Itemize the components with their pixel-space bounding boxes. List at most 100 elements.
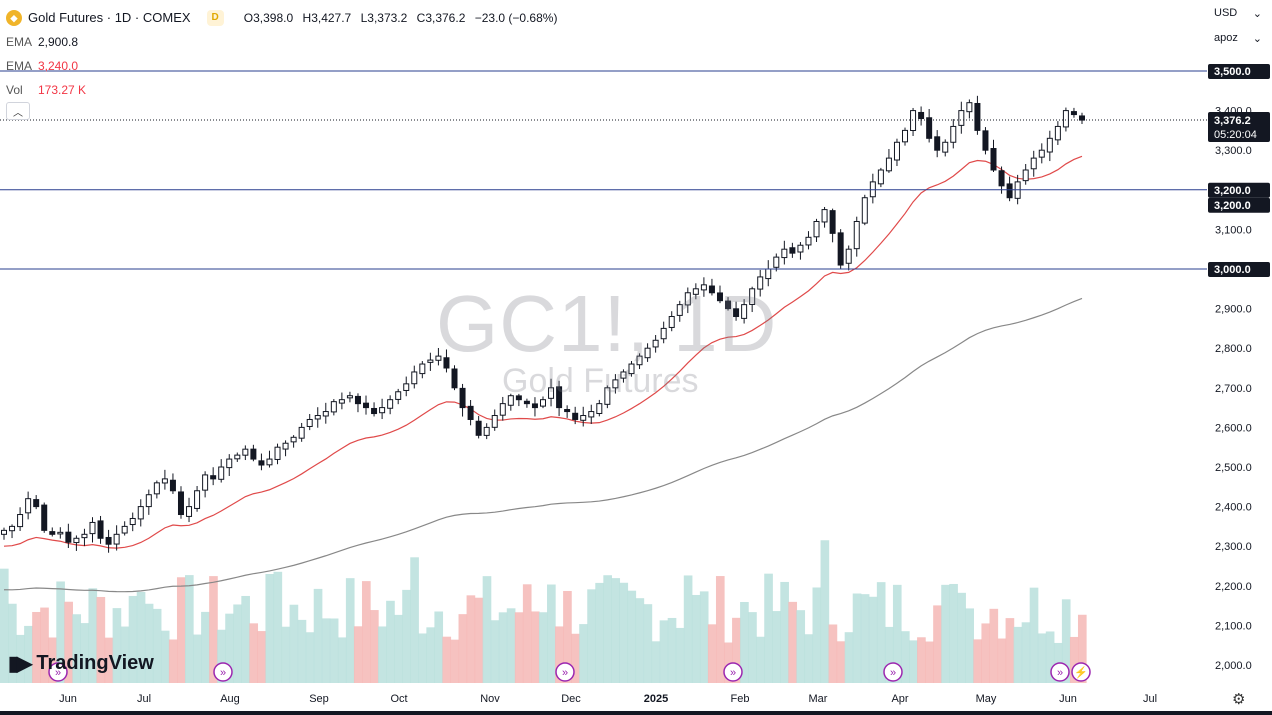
- scale-mode-dropdown[interactable]: apoz ⌄: [1210, 29, 1266, 48]
- volume-bar: [1045, 631, 1055, 683]
- candle-up: [186, 506, 193, 517]
- candle-up: [483, 426, 490, 436]
- tradingview-logo[interactable]: ▮▶ TradingView: [8, 651, 154, 676]
- candle-down: [105, 536, 112, 545]
- ohlc-high-value: 3,427.7: [311, 11, 352, 25]
- symbol-title[interactable]: Gold Futures · 1D · COMEX: [28, 10, 191, 25]
- volume-bar: [313, 588, 323, 683]
- time-axis-tick-label: Apr: [891, 693, 908, 705]
- event-marker: [1050, 662, 1070, 682]
- volume-bar: [120, 626, 130, 683]
- volume-bar: [643, 604, 653, 683]
- volume-bar: [378, 626, 387, 683]
- candle-down: [716, 292, 723, 302]
- candle-up: [1062, 110, 1069, 128]
- volume-bar: [104, 637, 114, 683]
- candle-up: [491, 415, 498, 428]
- candle-up: [1054, 125, 1061, 141]
- volume-bar: [273, 571, 283, 683]
- symbol-row: ◆ Gold Futures · 1D · COMEX D O3,398.0 H…: [6, 6, 563, 30]
- candle-down: [926, 117, 933, 139]
- candle-down: [531, 403, 538, 409]
- candle-up: [548, 387, 555, 399]
- volume-bar: [450, 639, 460, 683]
- delayed-badge[interactable]: D: [206, 10, 224, 26]
- volume-bar: [651, 641, 661, 683]
- candle-up: [290, 436, 297, 443]
- volume-bar: [506, 608, 516, 683]
- candle-up: [950, 125, 957, 143]
- volume-bar: [426, 627, 435, 683]
- indicator-row-ema-1[interactable]: EMA 2,900.8: [6, 30, 563, 54]
- candle-down: [733, 308, 740, 318]
- level-label-3200-b-bg: [1208, 197, 1270, 213]
- volume-bar: [796, 610, 806, 683]
- volume-bar: [458, 614, 468, 683]
- volume-bar: [748, 612, 757, 683]
- candle-up: [628, 363, 635, 375]
- collapse-legend-button[interactable]: ︿: [6, 102, 30, 120]
- candle-up: [226, 458, 233, 469]
- last-price-label-bg: [1208, 112, 1270, 143]
- indicator-row-volume[interactable]: Vol 173.27 K: [6, 78, 563, 102]
- candle-down: [1079, 115, 1085, 121]
- volume-bar: [72, 614, 82, 683]
- volume-bar: [386, 600, 395, 683]
- candle-up: [1030, 157, 1037, 170]
- candle-up: [660, 327, 667, 340]
- time-axis-tick-label: Nov: [480, 693, 500, 705]
- candle-down: [97, 520, 104, 539]
- volume-bar: [402, 589, 411, 683]
- volume-bar: [160, 630, 170, 683]
- time-axis-tick-label: Feb: [731, 693, 750, 705]
- candle-up: [893, 141, 900, 161]
- tradingview-logo-icon: ▮▶: [8, 653, 32, 675]
- volume-bar: [675, 627, 685, 683]
- candle-down: [250, 448, 257, 460]
- price-axis-tick-label: 2,200.0: [1215, 581, 1252, 593]
- candle-up: [338, 399, 345, 404]
- indicator-row-ema-2[interactable]: EMA 3,240.0: [6, 54, 563, 78]
- level-label-3000-bg: [1208, 262, 1270, 277]
- currency-dropdown[interactable]: USD ⌄: [1210, 4, 1266, 23]
- candle-down: [363, 402, 370, 409]
- candle-up: [218, 466, 225, 480]
- candle-up: [298, 426, 305, 439]
- bottom-border: [0, 711, 1272, 715]
- time-axis-tick-label: Jun: [59, 693, 77, 705]
- volume-bar: [498, 612, 508, 683]
- candle-down: [258, 460, 265, 466]
- candle-up: [942, 141, 949, 153]
- candle-up: [805, 236, 812, 246]
- volume-bar: [168, 639, 178, 683]
- candle-up: [274, 446, 281, 460]
- volume-bar: [0, 568, 9, 683]
- candle-up: [129, 517, 136, 526]
- ohlc-close-value: 3,376.2: [425, 11, 466, 25]
- volume-bar: [707, 624, 717, 683]
- candle-up: [411, 371, 418, 385]
- candle-up: [57, 531, 64, 535]
- volume-bar: [844, 632, 854, 683]
- volume-bar: [112, 608, 122, 683]
- volume-bar: [281, 626, 291, 683]
- candle-up: [121, 525, 128, 534]
- volume-bar: [361, 581, 371, 683]
- candle-down: [837, 232, 844, 266]
- ohlc-open-key: O: [243, 11, 254, 25]
- time-axis-tick-label: Oct: [390, 693, 407, 705]
- candle-down: [177, 491, 184, 516]
- candle-up: [346, 395, 353, 399]
- volume-bar: [989, 608, 999, 683]
- price-axis-tick-label: 3,100.0: [1215, 224, 1252, 236]
- candle-up: [427, 359, 434, 363]
- candle-up: [773, 256, 780, 268]
- candle-down: [371, 407, 378, 415]
- candle-up: [910, 110, 917, 132]
- watermark-name: Gold Futures: [502, 362, 699, 400]
- candle-down: [789, 247, 796, 254]
- candle-up: [958, 110, 965, 126]
- indicator-value: 2,900.8: [38, 35, 79, 49]
- settings-gear-icon[interactable]: ⚙: [1232, 691, 1246, 708]
